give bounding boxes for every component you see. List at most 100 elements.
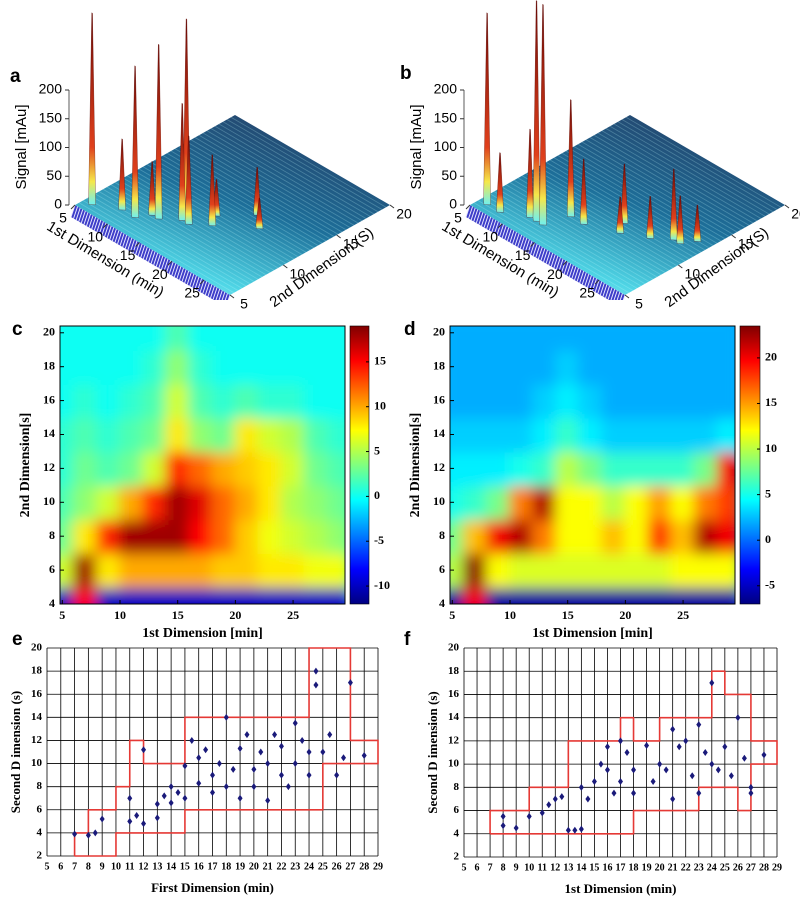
data-point (604, 766, 610, 774)
skirt-stripe (171, 263, 177, 276)
z-axis-title: Signal [mAu] (408, 104, 425, 189)
heatmap-cell (95, 348, 121, 385)
heatmap-cell (578, 416, 604, 453)
skirt-stripe (221, 291, 226, 300)
skirt-stripe (576, 269, 582, 282)
heatmap-cell (647, 586, 673, 604)
heatmap-cell (95, 326, 121, 351)
data-point (650, 778, 656, 786)
heatmap-cell (303, 586, 329, 604)
heatmap-cell (211, 450, 237, 487)
skirt-stripe (199, 279, 205, 293)
x-tick-label: 26 (733, 862, 743, 873)
z-tick-label: 100 (434, 138, 458, 154)
y-tick (336, 234, 341, 239)
heatmap-cell (326, 326, 345, 351)
skirt-stripe (597, 281, 603, 294)
skirt-stripe (483, 215, 489, 228)
skirt-stripe (96, 219, 102, 233)
heatmap-cell (72, 450, 98, 487)
skirt-stripe (166, 260, 172, 273)
x-tick-label: 5 (59, 210, 67, 226)
skirt-stripe (540, 248, 546, 261)
x-tick-label: 22 (681, 862, 691, 873)
y-tick (229, 294, 235, 299)
data-point (292, 760, 298, 768)
data-point (722, 743, 728, 751)
heatmap-cell (601, 518, 627, 555)
surface-ridge (206, 130, 363, 222)
y-axis-title: 2nd Dimension[s] (18, 413, 33, 518)
x-tick-label: 12 (550, 862, 560, 873)
heatmap-cell (257, 586, 283, 604)
heatmap-cell (509, 416, 535, 453)
skirt-stripe (186, 272, 192, 285)
skirt-stripe (509, 230, 515, 243)
y-tick-label: 4 (454, 827, 460, 839)
x-tick-label: 23 (694, 862, 704, 873)
heatmap-cell (601, 484, 627, 521)
peak (646, 195, 654, 239)
heatmap-cell (485, 416, 511, 453)
region-boundary (489, 670, 778, 835)
skirt-stripe (119, 233, 125, 246)
data-point (292, 719, 298, 727)
data-point (741, 754, 747, 762)
heatmap-cells (60, 326, 345, 604)
heatmap-cell (485, 484, 511, 521)
surface-ridge (585, 139, 742, 231)
heatmap-cell (716, 518, 735, 555)
skirt-stripe (150, 251, 156, 264)
heatmap-cell (601, 382, 627, 419)
y-tick-label: 20 (43, 325, 55, 339)
heatmap-cell (326, 552, 345, 589)
heatmap-cell (647, 326, 673, 351)
heatmap-cell (95, 382, 121, 419)
data-point (313, 667, 319, 675)
heatmap-cell (72, 552, 98, 589)
skirt-stripe (589, 276, 595, 290)
x-tick-label: 21 (263, 861, 273, 872)
heatmap-cell (234, 416, 260, 453)
data-point (644, 742, 650, 750)
heatmap-cell (532, 484, 558, 521)
heatmap-cell (95, 450, 121, 487)
heatmap-cell (555, 416, 581, 453)
heatmap-cell (647, 450, 673, 487)
data-point (278, 742, 284, 750)
skirt-stripe (179, 267, 184, 281)
surface-ridge (605, 128, 762, 219)
skirt-stripe (506, 228, 512, 242)
heatmap-cell (670, 416, 696, 453)
skirt-stripe (563, 261, 569, 275)
skirt-stripe (622, 294, 626, 300)
heatmap-cell (624, 586, 650, 604)
data-point (85, 831, 91, 839)
heatmap-cell (509, 586, 535, 604)
skirt-stripe (212, 287, 218, 300)
heatmap-cell (188, 518, 214, 555)
skirt-stripe (586, 275, 592, 288)
skirt-stripe (475, 210, 481, 224)
skirt-stripe (117, 231, 122, 245)
heatmap-cell (72, 484, 98, 521)
heatmap-cell (555, 326, 581, 351)
heatmap-cell (257, 326, 283, 351)
heatmap-cell (326, 416, 345, 453)
colorbar-tick-label: 10 (374, 398, 386, 412)
heatmap-cell (60, 416, 75, 453)
y-tick (624, 294, 630, 299)
x-axis-title: 1st Dimension [min] (142, 626, 263, 641)
skirt-stripe (153, 252, 159, 266)
plot-border (59, 325, 346, 605)
heatmap-cell (624, 382, 650, 419)
z-tick-label: 200 (434, 81, 458, 97)
surface-ridge (489, 193, 646, 285)
skirt-stripe (114, 230, 120, 243)
skirt-stripe (599, 282, 605, 296)
heatmap-cell (257, 484, 283, 521)
skirt-stripe (619, 293, 623, 300)
x-tick-label: 8 (501, 862, 506, 873)
heatmap-cell (234, 382, 260, 419)
heatmap-cell (60, 518, 75, 555)
